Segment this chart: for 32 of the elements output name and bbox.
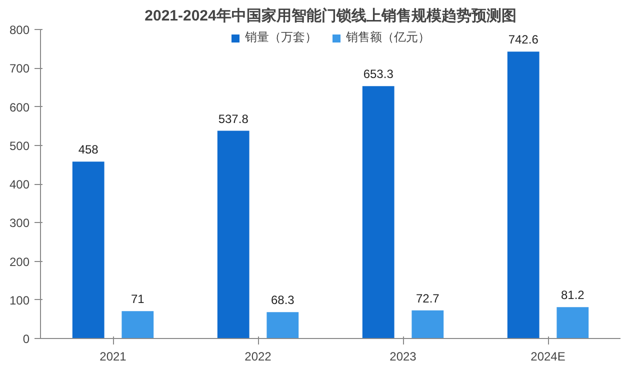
y-tick-label: 800 — [9, 23, 30, 37]
data-label: 68.3 — [270, 293, 295, 308]
bar — [556, 307, 589, 338]
x-tick-label: 2022 — [244, 350, 272, 364]
y-tick-label: 200 — [9, 254, 30, 269]
bar — [266, 312, 299, 338]
x-tick-label: 2023 — [390, 350, 417, 364]
data-label: 72.7 — [416, 291, 440, 306]
bar — [412, 310, 444, 338]
data-label: 742.6 — [508, 32, 539, 47]
legend-label: 销量（万套） — [245, 29, 317, 46]
y-tick-label: 600 — [9, 100, 30, 114]
bar — [362, 86, 394, 338]
y-tick-label: 700 — [9, 62, 30, 76]
data-label: 71 — [130, 292, 145, 306]
y-tick-label: 100 — [9, 293, 30, 308]
y-tick-label: 0 — [22, 332, 30, 346]
x-tick-label: 2021 — [100, 350, 127, 364]
x-tick-label: 2024E — [530, 350, 566, 364]
data-label: 537.8 — [218, 112, 249, 126]
chart-title: 2021-2024年中国家用智能门锁线上销售规模趋势预测图 — [144, 6, 516, 24]
y-tick-label: 500 — [9, 138, 30, 153]
data-label: 81.2 — [560, 288, 585, 302]
bar — [72, 162, 104, 338]
bar — [122, 311, 154, 338]
y-tick-label: 400 — [9, 178, 30, 192]
bar — [217, 130, 250, 338]
bar — [507, 52, 540, 338]
data-label: 653.3 — [363, 67, 394, 82]
data-label: 458 — [78, 142, 99, 157]
y-tick-label: 300 — [9, 216, 30, 230]
legend-label: 销售额（亿元） — [346, 29, 430, 46]
